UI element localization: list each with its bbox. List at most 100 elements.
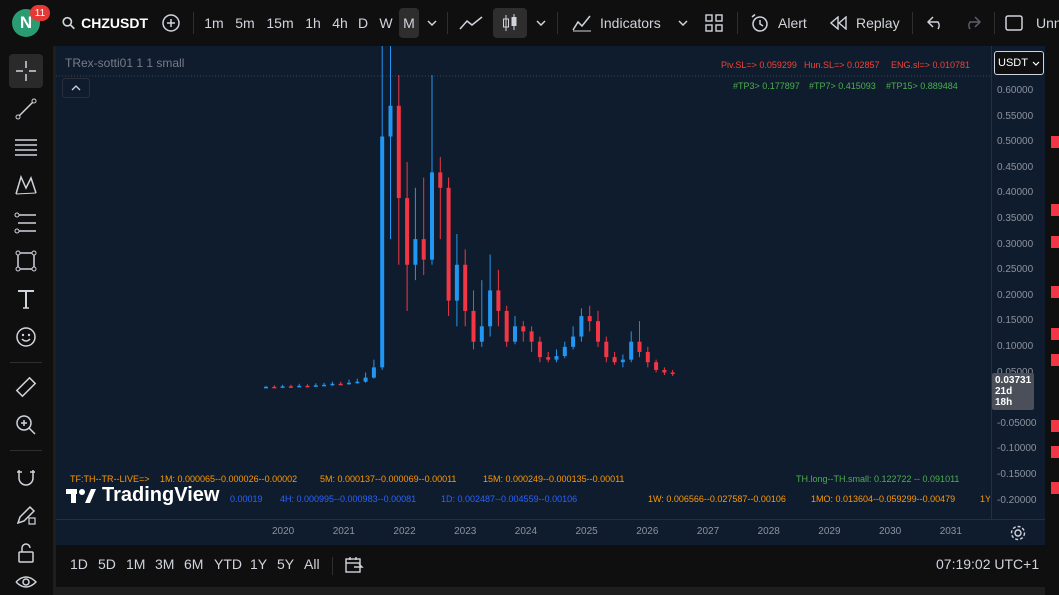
price-tick: 0.10000 bbox=[997, 341, 1034, 352]
price-tick: -0.20000 bbox=[997, 494, 1037, 506]
horizontal-lines-tool[interactable] bbox=[9, 130, 43, 164]
candle-body bbox=[454, 264, 459, 301]
year-tick: 2024 bbox=[514, 526, 538, 537]
candle-body bbox=[264, 386, 268, 389]
toolbar-divider bbox=[10, 450, 42, 451]
candle-body bbox=[463, 264, 468, 311]
lock-drawings-tool[interactable] bbox=[9, 536, 43, 570]
interval-w[interactable]: W bbox=[379, 15, 393, 31]
candlestick-series bbox=[56, 46, 991, 389]
indicators-button[interactable]: Indicators bbox=[566, 8, 676, 38]
range-5d[interactable]: 5D bbox=[98, 556, 116, 572]
time-axis[interactable]: 2020 2021 2022 2023 2024 2025 2026 2027 2028 2029… bbox=[56, 519, 1045, 545]
currency-selector[interactable]: USDT bbox=[994, 51, 1044, 75]
layouts-button[interactable] bbox=[700, 8, 728, 38]
zoom-tool[interactable] bbox=[9, 408, 43, 442]
range-5y[interactable]: 5Y bbox=[277, 556, 295, 572]
text-tool[interactable] bbox=[9, 282, 43, 316]
chart-type-dropdown[interactable] bbox=[531, 8, 551, 38]
interval-5m[interactable]: 5m bbox=[235, 15, 255, 31]
compare-symbol-button[interactable] bbox=[156, 8, 186, 38]
tf-1m-values: 1M: 0.000065--0.000026--0.00002 bbox=[160, 474, 298, 484]
bottom-toolbar: 1D 5D 1M 3M 6M YTD 1Y 5Y All 07:19:02 UT… bbox=[56, 545, 1045, 587]
toolbar-divider bbox=[994, 12, 995, 34]
redo-icon bbox=[968, 16, 981, 30]
tf-15m-values: 15M: 0.000249--0.000135--0.00011 bbox=[483, 474, 625, 484]
undo-icon bbox=[927, 16, 940, 30]
interval-15m[interactable]: 15m bbox=[266, 15, 294, 31]
range-ytd[interactable]: YTD bbox=[214, 556, 242, 572]
candle-body bbox=[371, 367, 376, 378]
candle-body bbox=[579, 316, 584, 337]
year-tick: 2029 bbox=[818, 526, 841, 537]
range-6m[interactable]: 6M bbox=[184, 556, 204, 572]
clock-timezone[interactable]: 07:19:02 UTC+1 bbox=[936, 556, 1040, 572]
range-1y[interactable]: 1Y bbox=[250, 556, 268, 572]
trend-line-tool[interactable] bbox=[9, 92, 43, 126]
line-chart-type-button[interactable] bbox=[456, 8, 486, 38]
smiley-icon bbox=[16, 327, 36, 347]
lock-open-icon bbox=[18, 543, 34, 563]
last-price-label: 0.03731 21d 18h bbox=[992, 373, 1034, 410]
interval-dropdown[interactable] bbox=[422, 8, 442, 38]
crosshair-tool[interactable] bbox=[9, 54, 43, 88]
price-tick: 0.40000 bbox=[997, 187, 1034, 199]
candles-chart-type-button[interactable] bbox=[493, 8, 527, 38]
tp3-label: #TP3> 0.177897 bbox=[733, 81, 800, 91]
emoji-tool[interactable] bbox=[9, 320, 43, 354]
candle-body bbox=[513, 326, 517, 342]
chevron-up-icon bbox=[71, 85, 81, 91]
measure-tool[interactable] bbox=[9, 370, 43, 404]
collapse-legend-button[interactable] bbox=[62, 78, 90, 98]
range-all[interactable]: All bbox=[304, 556, 320, 572]
stay-in-drawing-mode-tool[interactable] bbox=[9, 498, 43, 532]
indicators-icon bbox=[572, 15, 591, 32]
chevron-down-icon bbox=[1032, 61, 1040, 66]
range-1m[interactable]: 1M bbox=[126, 556, 146, 572]
piv-sl-label: Piv.SL=> 0.059299 bbox=[721, 60, 797, 70]
hun-sl-label: Hun.SL=> 0.02857 bbox=[804, 60, 880, 70]
tradingview-logo-icon bbox=[66, 488, 96, 503]
interval-4h[interactable]: 4h bbox=[332, 15, 348, 31]
toolbar-divider bbox=[332, 557, 333, 575]
range-1d[interactable]: 1D bbox=[70, 556, 88, 572]
price-axis[interactable]: USDT 0.60000 0.55000 0.50000 0.45000 0.40000… bbox=[991, 46, 1045, 519]
interval-m[interactable]: M bbox=[399, 8, 419, 38]
replay-button[interactable]: Replay bbox=[826, 8, 906, 38]
undo-button[interactable] bbox=[922, 8, 950, 38]
tf-1mo-values: 1MO: 0.013604--0.059299--0.00479 bbox=[811, 494, 956, 504]
chart-pane[interactable]: TRex-sotti01 1 1 small Piv.SL=> 0.059299… bbox=[56, 46, 991, 519]
symbol-search-button[interactable]: CHZUSDT bbox=[58, 8, 148, 38]
layout-name-button[interactable]: Unn bbox=[1036, 15, 1059, 31]
price-tick: 0.15000 bbox=[997, 315, 1034, 327]
fullscreen-button[interactable] bbox=[1000, 8, 1028, 38]
fib-tool[interactable] bbox=[9, 206, 43, 240]
indicators-dropdown[interactable] bbox=[674, 8, 692, 38]
candle-body bbox=[620, 359, 625, 363]
interval-1m[interactable]: 1m bbox=[204, 15, 224, 31]
indicators-label: Indicators bbox=[600, 15, 661, 31]
toolbar-divider bbox=[557, 12, 558, 34]
shape-tool[interactable] bbox=[9, 244, 43, 278]
alert-button[interactable]: Alert bbox=[746, 8, 818, 38]
hide-drawings-tool[interactable] bbox=[9, 574, 43, 594]
price-tick: 0.55000 bbox=[997, 110, 1034, 122]
candle-body bbox=[670, 372, 675, 375]
candle-body bbox=[405, 198, 410, 265]
zoom-in-icon bbox=[16, 415, 36, 435]
redo-button[interactable] bbox=[958, 8, 986, 38]
candle-body bbox=[313, 385, 318, 387]
range-3m[interactable]: 3M bbox=[155, 556, 175, 572]
price-tick: -0.15000 bbox=[997, 469, 1037, 480]
candle-body bbox=[288, 386, 293, 388]
interval-d[interactable]: D bbox=[357, 15, 369, 31]
interval-1h[interactable]: 1h bbox=[305, 15, 321, 31]
price-tick: 0.30000 bbox=[997, 238, 1034, 250]
pattern-tool[interactable] bbox=[9, 168, 43, 202]
candle-body bbox=[280, 386, 285, 388]
rewind-icon bbox=[830, 16, 847, 30]
go-to-date-button[interactable] bbox=[344, 555, 364, 575]
magnet-tool[interactable] bbox=[9, 460, 43, 494]
chart-settings-button[interactable] bbox=[1009, 524, 1027, 542]
fib-retracement-icon bbox=[14, 212, 36, 234]
